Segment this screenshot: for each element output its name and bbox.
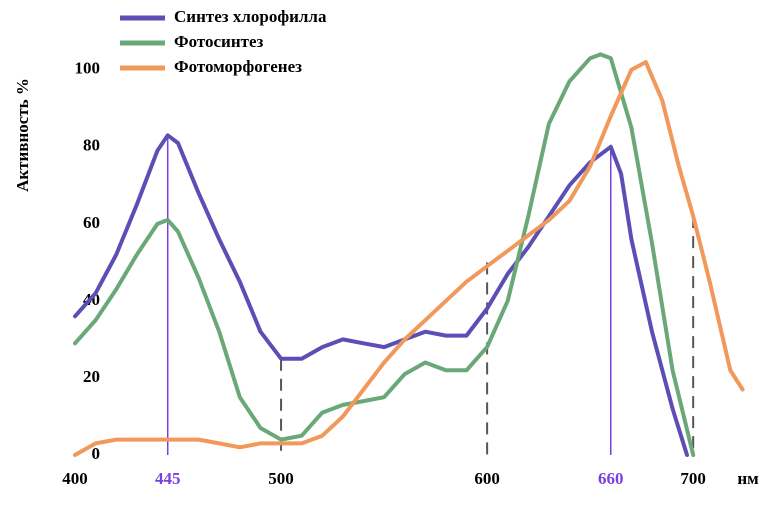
y-tick-label: 20: [83, 367, 100, 386]
x-tick-label: 500: [268, 469, 294, 488]
legend-label: Фотоморфогенез: [174, 57, 302, 76]
x-axis-label: нм: [737, 469, 759, 488]
x-tick-label: 400: [62, 469, 88, 488]
legend-label: Фотосинтез: [174, 32, 264, 51]
series-line: [73, 52, 696, 457]
y-tick-label: 80: [83, 136, 100, 155]
x-tick-label: 600: [474, 469, 500, 488]
y-tick-label: 0: [92, 444, 101, 463]
x-tick-label: 700: [680, 469, 706, 488]
y-tick-label: 100: [75, 59, 101, 78]
series-line: [73, 133, 689, 457]
series-line: [73, 60, 745, 457]
x-tick-label: 445: [155, 469, 181, 488]
y-tick-label: 60: [83, 213, 100, 232]
x-tick-label: 660: [598, 469, 624, 488]
y-axis-label: Активность %: [13, 78, 32, 192]
legend-label: Синтез хлорофилла: [174, 7, 327, 26]
